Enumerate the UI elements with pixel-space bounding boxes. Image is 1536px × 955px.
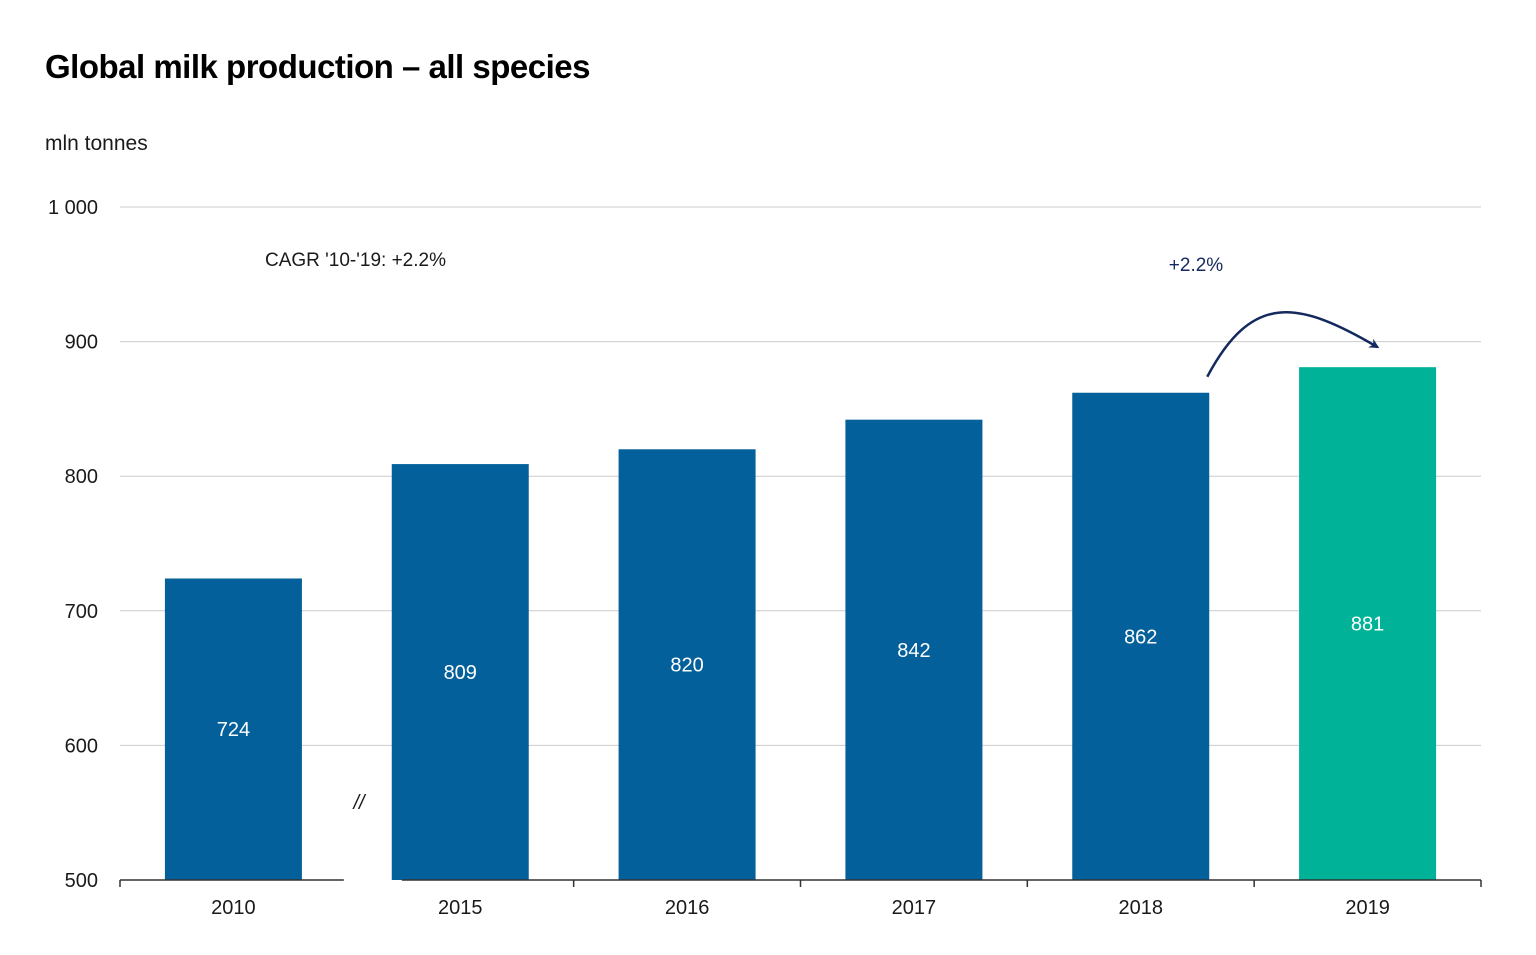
- growth-label: +2.2%: [1169, 255, 1224, 276]
- growth-arrow-icon: [1206, 311, 1380, 378]
- annotations: CAGR '10-'19: +2.2% +2.2% //: [265, 250, 1380, 814]
- chart-title: Global milk production – all species: [45, 48, 590, 85]
- x-axis: [119, 879, 1482, 887]
- bar-2016: [618, 449, 756, 880]
- y-tick-label: 600: [65, 735, 98, 757]
- bar-value-label: 862: [1124, 626, 1157, 648]
- bar-value-label: 809: [444, 662, 477, 684]
- bar-value-label: 881: [1351, 614, 1384, 636]
- y-tick-label: 800: [65, 466, 98, 488]
- x-tick-label: 2018: [1119, 897, 1164, 919]
- labels: 500 600 700 800 900 1 000 724 2010 809 2015 820 201…: [48, 197, 1390, 919]
- x-tick-label: 2017: [892, 897, 937, 919]
- bar-value-label: 820: [670, 655, 703, 677]
- bar-2018: [1072, 392, 1210, 880]
- bar-2010: [164, 578, 302, 880]
- x-tick-label: 2016: [665, 897, 710, 919]
- bar-2017: [845, 419, 983, 880]
- cagr-annotation: CAGR '10-'19: +2.2%: [265, 250, 446, 271]
- y-tick-label: 900: [65, 332, 98, 354]
- bar-value-label: 842: [897, 640, 930, 662]
- y-axis-unit-label: mln tonnes: [45, 132, 148, 155]
- axis-break-marker: //: [351, 792, 367, 814]
- bar-2019: [1299, 367, 1437, 880]
- y-tick-label: 700: [65, 601, 98, 623]
- grid-lines: [120, 206, 1481, 746]
- y-tick-label: 1 000: [48, 197, 98, 219]
- bar-value-label: 724: [217, 719, 250, 741]
- x-tick-label: 2010: [211, 897, 256, 919]
- y-tick-label: 500: [65, 870, 98, 892]
- x-tick-label: 2015: [438, 897, 483, 919]
- bars: [164, 367, 1437, 880]
- bar-2015: [391, 464, 529, 880]
- x-tick-label: 2019: [1345, 897, 1390, 919]
